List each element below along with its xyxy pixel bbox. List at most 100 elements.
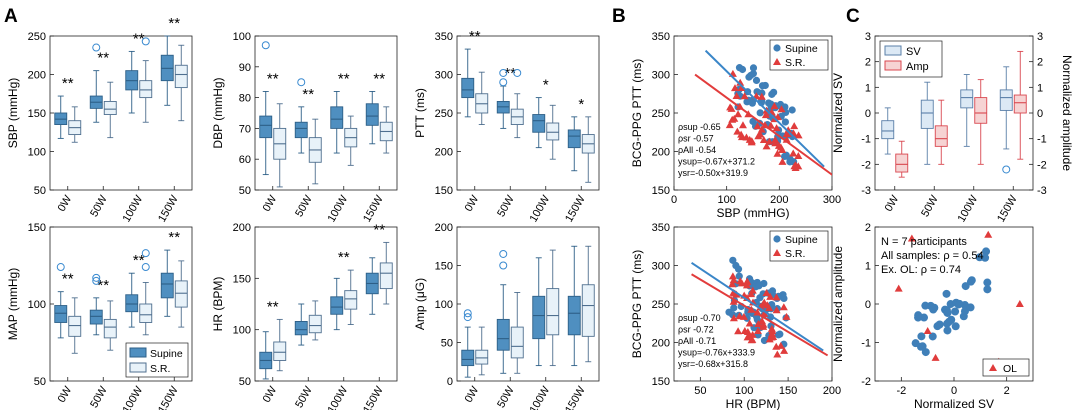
y-tick-label: 150: [435, 261, 453, 273]
sr-point: [791, 161, 800, 169]
sr-point: [748, 298, 757, 306]
y2-tick-label: 1: [1037, 82, 1043, 94]
sr-point: [794, 131, 803, 139]
y-tick-label: 150: [28, 108, 46, 120]
y-tick-label: 60: [239, 154, 251, 166]
y-axis-label: Normalized SV: [831, 73, 845, 153]
annotation-line: All samples: ρ = 0.54: [881, 250, 984, 262]
y-tick-label: 250: [28, 31, 46, 43]
fit-line-sr: [691, 273, 829, 357]
x-tick-label: 200: [823, 385, 841, 397]
y-tick-label: 90: [239, 62, 251, 74]
x-tick-label: 100W: [121, 384, 146, 410]
box-supine: [89, 309, 103, 325]
box-sr: [139, 303, 153, 323]
outlier-point: [261, 41, 270, 50]
sample-point: [983, 285, 992, 294]
sr-point: [754, 320, 763, 328]
y-tick-label: 350: [435, 31, 453, 43]
supine-point: [729, 256, 737, 264]
box-amp: [1013, 94, 1027, 114]
y-axis-label: Normalized amplitude: [831, 246, 845, 362]
box-supine: [330, 106, 344, 129]
supine-point: [768, 90, 776, 98]
outlier-point: [463, 309, 472, 318]
legend-label-supine: Supine: [785, 234, 818, 246]
box-sr: [379, 262, 393, 290]
box-sr: [546, 122, 560, 141]
y-tick-label: 50: [441, 338, 453, 350]
y-tick-label: 80: [239, 93, 251, 105]
stat-line: ρAll -0.71: [678, 336, 716, 346]
outlier-point: [499, 78, 508, 87]
sr-point: [779, 303, 788, 311]
outlier-point: [297, 78, 306, 87]
sample-point: [982, 247, 991, 256]
legend-marker-sr: [773, 249, 781, 256]
sample-point: [955, 299, 964, 308]
y-tick-label: 50: [239, 185, 251, 197]
panel-letter-c: C: [846, 6, 860, 27]
sr-point: [735, 312, 744, 320]
significance-marker: **: [97, 277, 109, 294]
box-sr: [174, 280, 188, 308]
y-tick-label: 150: [652, 185, 670, 197]
y-tick-label: 70: [239, 123, 251, 135]
legend-swatch-sr: [129, 362, 147, 373]
y-tick-label: 150: [652, 376, 670, 388]
y-tick-label: 0: [447, 376, 453, 388]
legend-label-sr: S.R.: [150, 363, 170, 375]
y-tick-label: -2: [861, 159, 871, 171]
sr-point: [757, 92, 766, 100]
box-sr: [344, 290, 358, 310]
supine-point: [788, 106, 796, 114]
sr-point: [766, 292, 775, 300]
sample-point: [960, 307, 969, 316]
legend-marker-supine: [773, 235, 781, 243]
sr-point: [729, 314, 738, 322]
x-axis-label: Normalized SV: [914, 397, 994, 410]
sample-point: [943, 326, 952, 335]
box-supine: [567, 129, 581, 149]
y-tick-label: 100: [28, 147, 46, 159]
stat-line: ρsup -0.70: [678, 313, 721, 323]
significance-marker: **: [62, 75, 74, 92]
significance-marker: **: [133, 30, 145, 47]
significance-marker: *: [543, 77, 549, 94]
annotation-line: Ex. OL: ρ = 0.74: [881, 264, 961, 276]
y-tick-label: 100: [435, 299, 453, 311]
y-tick-label: 50: [239, 376, 251, 388]
sample-point: [914, 311, 923, 320]
x-tick-label: 50W: [495, 384, 517, 410]
y-tick-label: 300: [652, 70, 670, 82]
sample-point: [951, 307, 960, 316]
sr-point: [794, 151, 803, 159]
sr-point: [728, 115, 737, 123]
stat-line: ysup=-0.67x+371.2: [678, 157, 755, 167]
sr-point: [771, 135, 780, 143]
sr-point: [789, 149, 798, 157]
sr-point: [776, 341, 785, 349]
y-tick-label: 200: [652, 147, 670, 159]
y-tick-label: 350: [652, 31, 670, 43]
outlier-triangle: [894, 284, 903, 292]
significance-marker: **: [267, 70, 279, 87]
y-tick-label: 100: [233, 325, 251, 337]
sr-point: [760, 298, 769, 306]
outlier-triangle: [1015, 300, 1024, 307]
legend-swatch-supine: [129, 347, 147, 358]
significance-marker: **: [338, 249, 350, 266]
plot-frame-hr: [254, 226, 398, 382]
x-tick-label: 150W: [563, 384, 588, 410]
y-tick-label: 100: [28, 299, 46, 311]
box-sr: [273, 341, 287, 361]
y-tick-label: 300: [652, 261, 670, 273]
y-tick-label: -1: [861, 338, 871, 350]
sr-point: [742, 133, 751, 141]
y-axis-label: MAP (mmHg): [6, 268, 20, 340]
sample-point: [928, 332, 937, 341]
x-tick-label: 150W: [361, 193, 386, 224]
sr-point: [767, 324, 776, 332]
supine-point: [752, 76, 761, 84]
x-tick-label: 100W: [326, 384, 351, 410]
